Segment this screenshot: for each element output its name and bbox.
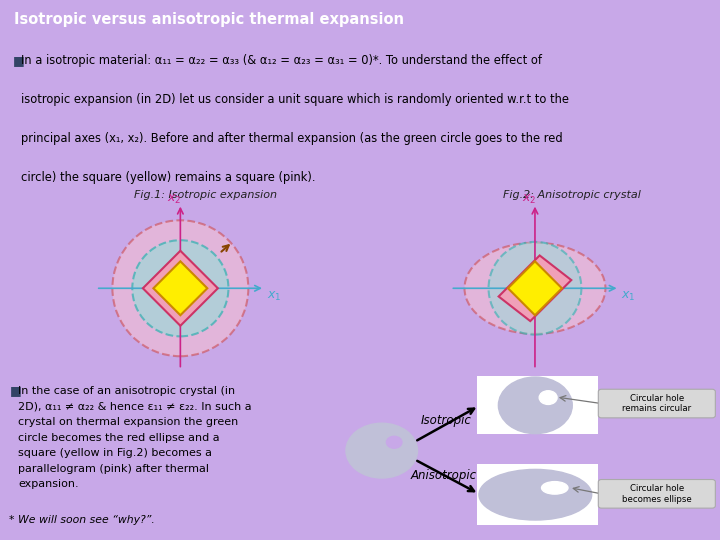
FancyBboxPatch shape xyxy=(477,464,598,525)
Text: Fig.1: Isotropic expansion: Fig.1: Isotropic expansion xyxy=(134,191,276,200)
Circle shape xyxy=(498,377,572,434)
Text: $x_1$: $x_1$ xyxy=(621,290,636,303)
Circle shape xyxy=(132,240,228,336)
Text: expansion.: expansion. xyxy=(18,479,78,489)
Circle shape xyxy=(539,391,557,404)
FancyBboxPatch shape xyxy=(598,480,716,508)
Text: Isotropic: Isotropic xyxy=(420,414,472,427)
Text: Fig.2: Anisotropic crystal: Fig.2: Anisotropic crystal xyxy=(503,191,642,200)
Text: $x_1$: $x_1$ xyxy=(266,290,281,303)
Text: principal axes (x₁, x₂). Before and after thermal expansion (as the green circle: principal axes (x₁, x₂). Before and afte… xyxy=(22,132,563,145)
Text: parallelogram (pink) after thermal: parallelogram (pink) after thermal xyxy=(18,464,210,474)
Text: Circular hole
remains circular: Circular hole remains circular xyxy=(623,394,692,413)
Text: In the case of an anisotropic crystal (in: In the case of an anisotropic crystal (i… xyxy=(18,386,235,396)
Polygon shape xyxy=(143,251,218,326)
Text: Circular hole
becomes ellipse: Circular hole becomes ellipse xyxy=(622,484,692,503)
Circle shape xyxy=(489,242,581,335)
FancyBboxPatch shape xyxy=(598,389,716,418)
Polygon shape xyxy=(499,255,571,321)
Text: * We will soon see “why?”.: * We will soon see “why?”. xyxy=(9,515,155,525)
Text: circle becomes the red ellipse and a: circle becomes the red ellipse and a xyxy=(18,433,220,443)
Text: circle) the square (yellow) remains a square (pink).: circle) the square (yellow) remains a sq… xyxy=(22,171,316,184)
Text: ■: ■ xyxy=(10,383,22,397)
Text: Anisotropic: Anisotropic xyxy=(411,469,477,482)
Text: 2D), α₁₁ ≠ α₂₂ & hence ε₁₁ ≠ ε₂₂. In such a: 2D), α₁₁ ≠ α₂₂ & hence ε₁₁ ≠ ε₂₂. In suc… xyxy=(18,401,252,411)
Circle shape xyxy=(387,436,402,448)
Ellipse shape xyxy=(541,482,568,494)
Text: In a isotropic material: α₁₁ = α₂₂ = α₃₃ (& α₁₂ = α₂₃ = α₃₁ = 0)*. To understand: In a isotropic material: α₁₁ = α₂₂ = α₃₃… xyxy=(22,54,542,67)
Ellipse shape xyxy=(479,469,592,520)
Polygon shape xyxy=(508,261,562,315)
FancyBboxPatch shape xyxy=(477,376,598,434)
Circle shape xyxy=(346,423,418,478)
Polygon shape xyxy=(153,261,207,315)
Text: Isotropic versus anisotropic thermal expansion: Isotropic versus anisotropic thermal exp… xyxy=(14,12,404,27)
Text: $x_2$: $x_2$ xyxy=(167,193,181,206)
Text: $x_2$: $x_2$ xyxy=(522,193,536,206)
Circle shape xyxy=(112,220,248,356)
Text: isotropic expansion (in 2D) let us consider a unit square which is randomly orie: isotropic expansion (in 2D) let us consi… xyxy=(22,93,570,106)
Text: crystal on thermal expansion the green: crystal on thermal expansion the green xyxy=(18,417,238,427)
Text: ■: ■ xyxy=(13,54,24,67)
Text: square (yellow in Fig.2) becomes a: square (yellow in Fig.2) becomes a xyxy=(18,448,212,458)
Ellipse shape xyxy=(464,242,606,334)
